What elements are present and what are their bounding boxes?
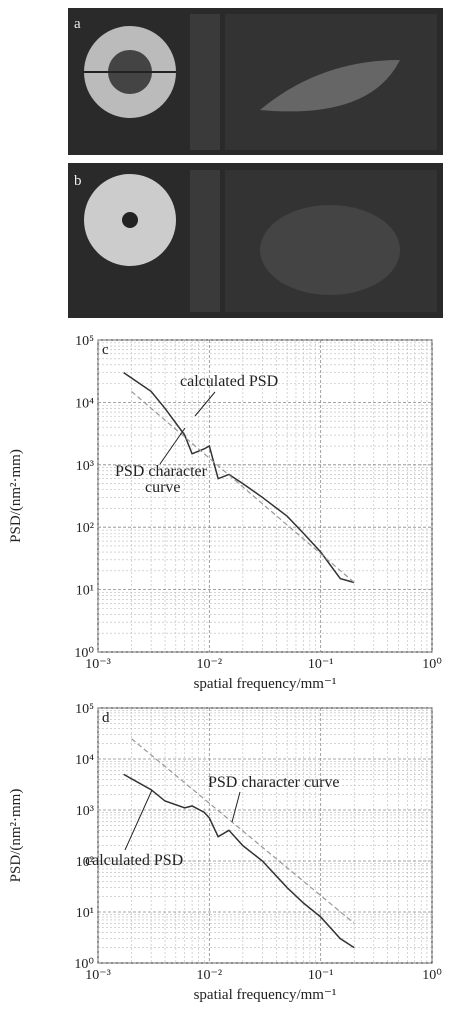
series-line xyxy=(131,390,355,583)
panel-label: a xyxy=(74,16,81,32)
annotation: calculated PSD xyxy=(180,373,278,390)
chart: 10⁻³ 10⁻² 10⁻¹ 10⁰ 10⁰ 10¹ 10² 10³ 10⁴ 10⁵ spatial… xyxy=(8,334,442,692)
annotation: PSD character curve xyxy=(208,774,340,791)
y-tick-label: 10⁰ xyxy=(74,646,94,661)
annotation: curve xyxy=(145,479,181,496)
x-tick-label: 10⁻³ xyxy=(85,968,111,983)
y-axis-label: PSD/(nm²·mm) xyxy=(8,789,24,883)
annotation: PSD character xyxy=(115,463,208,480)
chart-d-annotations: PSD character curve calculated PSD xyxy=(85,774,340,869)
x-tick-label: 10⁰ xyxy=(422,968,442,983)
y-tick-label: 10³ xyxy=(76,459,94,474)
y-tick-label: 10¹ xyxy=(76,906,94,921)
series-line xyxy=(123,372,355,584)
chart-c-annotations: calculated PSD PSD character curve xyxy=(115,373,278,496)
plot-area xyxy=(97,707,433,964)
panel-label: c xyxy=(102,342,109,358)
x-axis-label: spatial frequency/mm⁻¹ xyxy=(194,676,337,692)
x-tick-label: 10⁻¹ xyxy=(308,657,334,672)
y-tick-label: 10³ xyxy=(76,804,94,819)
plot-area xyxy=(97,339,433,653)
panel-label: b xyxy=(74,173,82,189)
y-axis-label: PSD/(nm²·mm) xyxy=(8,449,24,543)
series-line xyxy=(131,738,355,924)
y-tick-label: 10² xyxy=(76,521,94,536)
y-tick-label: 10⁴ xyxy=(75,753,94,768)
y-tick-label: 10⁴ xyxy=(75,396,94,411)
x-tick-label: 10⁻² xyxy=(197,968,223,983)
annotation: calculated PSD xyxy=(85,852,183,869)
y-tick-label: 10⁵ xyxy=(75,334,94,349)
x-tick-label: 10⁻² xyxy=(197,657,223,672)
x-axis-label: spatial frequency/mm⁻¹ xyxy=(194,987,337,1003)
chart: 10⁻³ 10⁻² 10⁻¹ 10⁰ 10⁰ 10¹ 10² 10³ 10⁴ 10⁵ spatial… xyxy=(8,702,442,1003)
y-tick-label: 10⁰ xyxy=(74,957,94,972)
y-tick-label: 10² xyxy=(76,855,94,870)
panel-label: d xyxy=(102,710,110,726)
x-tick-label: 10⁻³ xyxy=(85,657,111,672)
y-tick-label: 10⁵ xyxy=(75,702,94,717)
panel-b: b xyxy=(68,163,443,318)
x-tick-label: 10⁰ xyxy=(422,657,442,672)
y-tick-label: 10¹ xyxy=(76,584,94,599)
panel-a: a xyxy=(68,8,443,155)
x-tick-label: 10⁻¹ xyxy=(308,968,334,983)
series-line xyxy=(123,773,355,949)
